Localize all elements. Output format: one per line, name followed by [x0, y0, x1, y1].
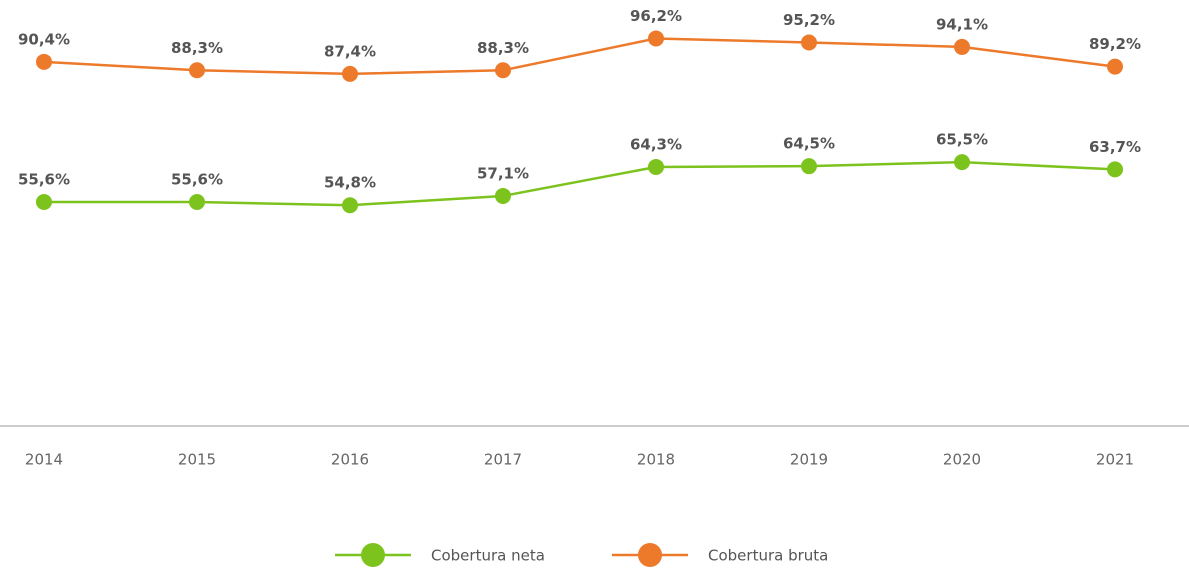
- value-label: 54,8%: [324, 174, 376, 192]
- point: [189, 62, 205, 79]
- value-label: 55,6%: [18, 171, 70, 189]
- point: [954, 38, 970, 55]
- legend-label: Cobertura bruta: [708, 547, 828, 565]
- value-label: 57,1%: [477, 164, 529, 182]
- point: [342, 197, 358, 214]
- value-label: 90,4%: [18, 30, 70, 48]
- point: [954, 154, 970, 171]
- point: [495, 62, 511, 79]
- x-tick-label: 2018: [637, 451, 675, 469]
- value-label: 64,5%: [783, 135, 835, 153]
- value-label: 88,3%: [171, 39, 223, 57]
- value-label: 94,1%: [936, 15, 988, 33]
- value-label: 65,5%: [936, 131, 988, 149]
- x-tick-label: 2020: [943, 451, 981, 469]
- x-tick-label: 2019: [790, 451, 828, 469]
- point: [801, 34, 817, 51]
- value-label: 95,2%: [783, 11, 835, 29]
- point: [36, 53, 52, 70]
- point: [1107, 58, 1123, 75]
- value-label: 63,7%: [1089, 138, 1141, 156]
- series-line: [43, 37, 1116, 76]
- legend-marker: [361, 543, 385, 567]
- x-tick-label: 2015: [178, 451, 216, 469]
- x-tick-label: 2021: [1096, 451, 1134, 469]
- point: [1107, 161, 1123, 178]
- x-tick-label: 2014: [25, 451, 63, 469]
- legend-label: Cobertura neta: [431, 547, 545, 565]
- value-label: 64,3%: [630, 135, 682, 153]
- point: [648, 30, 664, 47]
- x-tick-label: 2017: [484, 451, 522, 469]
- point: [648, 158, 664, 175]
- point: [801, 158, 817, 175]
- point: [342, 65, 358, 82]
- point: [189, 194, 205, 211]
- value-label: 55,6%: [171, 171, 223, 189]
- series-line: [44, 160, 1116, 207]
- value-label: 96,2%: [630, 7, 682, 25]
- value-label: 88,3%: [477, 39, 529, 57]
- legend-marker: [638, 543, 662, 567]
- value-label: 87,4%: [324, 42, 376, 60]
- x-tick-label: 2016: [331, 451, 369, 469]
- point: [36, 194, 52, 211]
- point: [495, 187, 511, 204]
- value-label: 89,2%: [1089, 35, 1141, 53]
